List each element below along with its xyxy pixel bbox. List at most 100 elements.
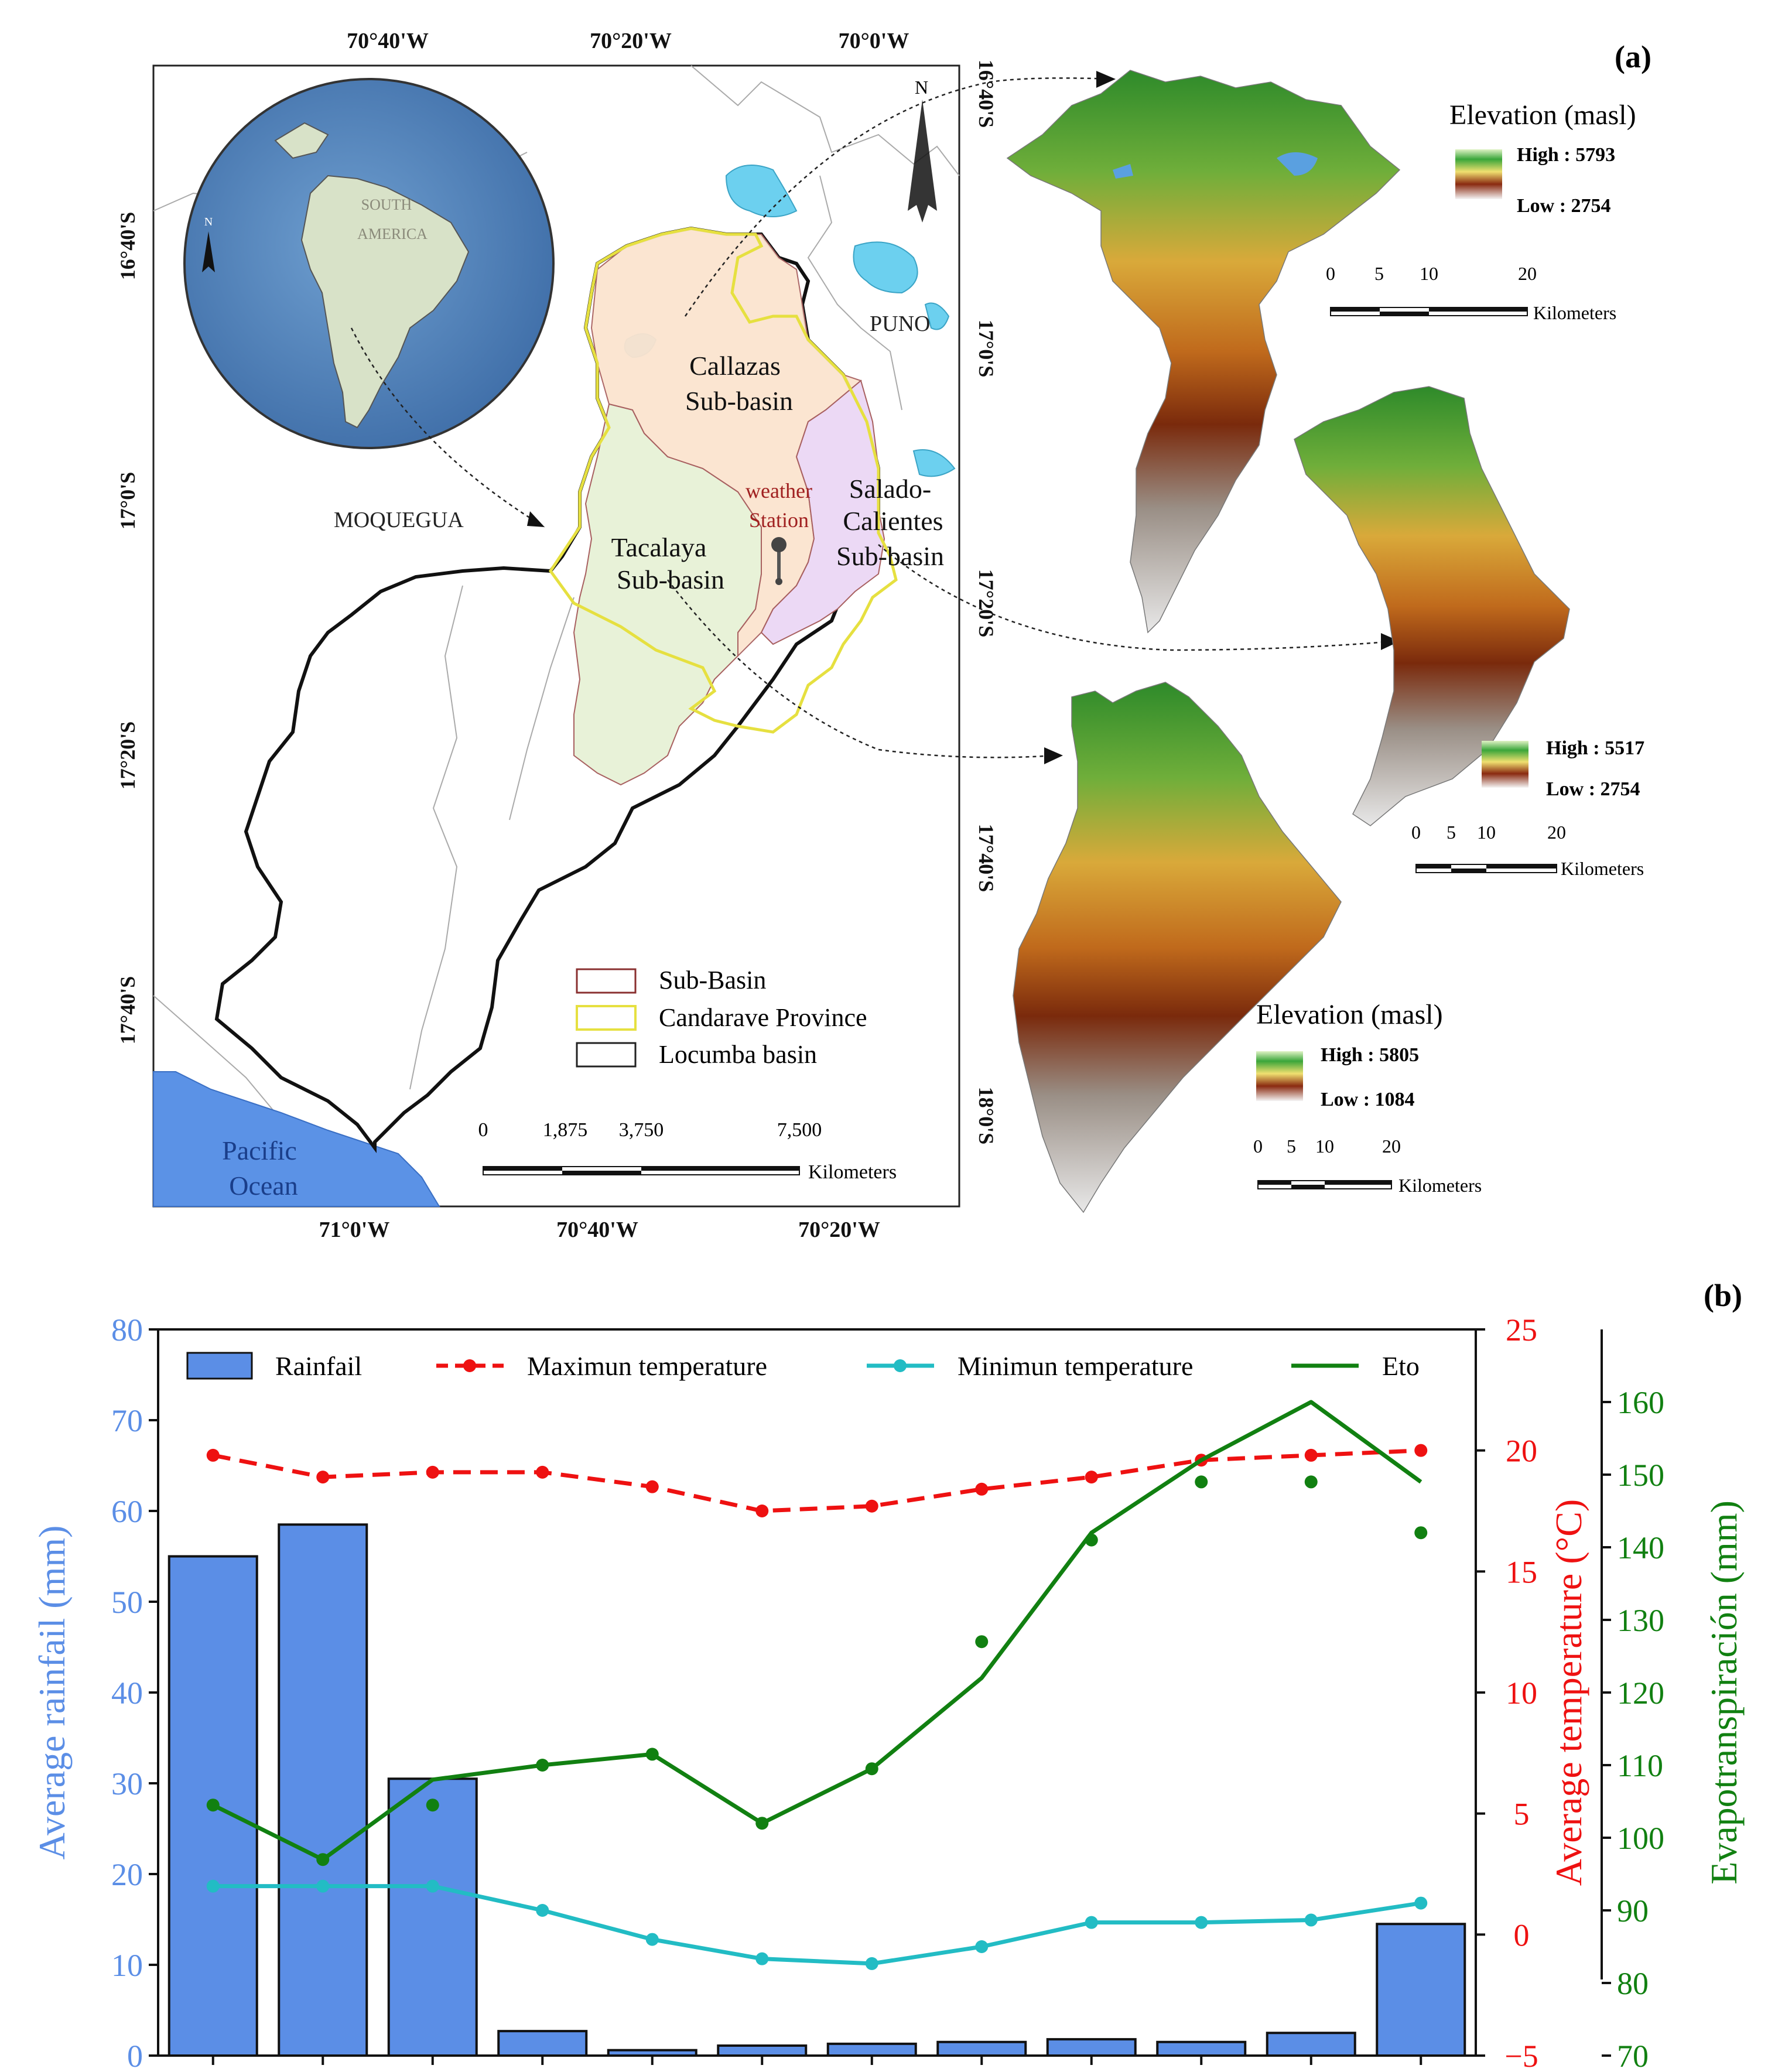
eto-ticks: 70 80 90 100 110 120 130 140 150 160 — [1602, 1385, 1664, 2072]
map-scale-unit: Kilometers — [808, 1161, 897, 1183]
moquegua-label: MOQUEGUA — [334, 508, 464, 532]
south-america-shape — [300, 175, 470, 429]
dem-callazas-high: High : 5793 — [1517, 144, 1615, 166]
svg-text:Kilometers: Kilometers — [1561, 858, 1644, 879]
eto-point-May — [645, 1748, 659, 1761]
temp-tick-0: 0 — [1514, 1917, 1530, 1953]
dem-salado-legend: High : 5517 Low : 2754 0 5 10 20 Kilomet… — [1411, 737, 1644, 879]
dem-salado-colorbar — [1482, 741, 1528, 788]
rain-bar-May — [607, 2049, 697, 2057]
rain-bar-Aug — [936, 2040, 1027, 2057]
tmin-point-Apr — [536, 1904, 549, 1917]
tmin-point-Jan — [206, 1879, 220, 1893]
legend-eto: Eto — [1382, 1351, 1420, 1381]
puno-label: PUNO — [870, 312, 930, 336]
svg-text:17°20'S: 17°20'S — [974, 569, 998, 637]
salado-subbasin — [760, 379, 885, 645]
temp-tick-25: 25 — [1506, 1312, 1537, 1348]
left-lat-ticks: 16°40'S 17°0'S 17°20'S 17°40'S — [116, 212, 139, 1044]
candarave-province — [548, 227, 898, 734]
salado-label-1: Salado- — [849, 474, 932, 504]
eto-tick-140: 140 — [1617, 1530, 1664, 1565]
left-tick-50: 50 — [111, 1585, 143, 1620]
eto-point-Sep — [1085, 1533, 1098, 1547]
tmax-point-Feb — [316, 1471, 330, 1484]
subbasin-labels: Callazas Sub-basin Tacalaya Sub-basin Sa… — [611, 351, 944, 594]
tmax-point-Apr — [536, 1465, 549, 1479]
callazas-label-1: Callazas — [689, 351, 781, 381]
left-tick-60: 60 — [111, 1494, 143, 1529]
temperature-axis-title: Average temperature (°C) — [1548, 1499, 1589, 1886]
legend-swatch-province — [576, 1005, 637, 1031]
left-tick-10: 10 — [111, 1948, 143, 1983]
svg-text:10: 10 — [1315, 1136, 1334, 1157]
leader-arrows — [350, 77, 1394, 758]
pacific-ocean — [153, 1071, 440, 1207]
tmax-line — [213, 1448, 1421, 1513]
rain-bar-Feb — [278, 1523, 368, 2057]
svg-text:10: 10 — [1420, 263, 1438, 284]
temp-tick-20: 20 — [1506, 1434, 1537, 1469]
temp-tick-15: 15 — [1506, 1554, 1537, 1589]
eto-point-Apr — [536, 1759, 549, 1772]
arrow-heads — [527, 71, 1400, 764]
svg-text:0: 0 — [1253, 1136, 1263, 1157]
svg-text:16°40'S: 16°40'S — [974, 60, 998, 128]
eto-tick-100: 100 — [1617, 1821, 1664, 1856]
left-tick-0: 0 — [127, 2039, 143, 2072]
tmax-point-Sep — [1085, 1471, 1098, 1484]
eto-tick-80: 80 — [1617, 1966, 1649, 2001]
eto-tick-120: 120 — [1617, 1676, 1664, 1711]
tmax-point-Nov — [1304, 1448, 1318, 1462]
rain-bar-Sep — [1046, 2038, 1137, 2057]
eto-point-Oct — [1195, 1475, 1208, 1489]
left-ticks: 0 10 20 30 40 50 60 70 80 — [111, 1312, 158, 2072]
legend-rain: Rainfail — [275, 1351, 362, 1381]
legend-basin: Locumba basin — [659, 1040, 817, 1069]
eto-point-Nov — [1304, 1475, 1318, 1489]
left-tick-40: 40 — [111, 1676, 143, 1711]
globe-north-arrow-icon — [202, 231, 215, 272]
svg-text:3,750: 3,750 — [619, 1119, 664, 1141]
svg-text:17°20'S: 17°20'S — [116, 722, 139, 789]
eto-point-Dec — [1414, 1526, 1428, 1540]
eto-tick-90: 90 — [1617, 1893, 1649, 1929]
rain-bar-Oct — [1156, 2040, 1247, 2057]
legend-swatch-subbasin — [576, 968, 637, 994]
left-tick-20: 20 — [111, 1857, 143, 1892]
tmin-point-Feb — [316, 1879, 330, 1893]
weather-station-icon — [771, 537, 787, 585]
globe-text-2: AMERICA — [357, 225, 428, 242]
svg-text:70°40'W: 70°40'W — [556, 1218, 638, 1242]
svg-text:70°20'W: 70°20'W — [590, 29, 672, 53]
svg-text:20: 20 — [1382, 1136, 1401, 1157]
tmin-point-Sep — [1085, 1916, 1098, 1929]
left-tick-30: 30 — [111, 1766, 143, 1801]
eto-point-Aug — [975, 1635, 989, 1649]
svg-text:16°40'S: 16°40'S — [116, 212, 139, 280]
svg-text:Kilometers: Kilometers — [1533, 302, 1616, 323]
dem-tacalaya-title: Elevation (masl) — [1256, 999, 1443, 1030]
dem-tacalaya-high: High : 5805 — [1321, 1044, 1419, 1066]
rain-bar-Dec — [1376, 1923, 1466, 2057]
temp-tick-5: 5 — [1514, 1797, 1530, 1832]
dem-tacalaya-low: Low : 1084 — [1321, 1089, 1415, 1110]
svg-text:7,500: 7,500 — [777, 1119, 822, 1141]
svg-text:17°0'S: 17°0'S — [116, 472, 139, 529]
ocean-label: Pacific Ocean — [222, 1136, 298, 1201]
left-tick-70: 70 — [111, 1403, 143, 1438]
rainfall-bars — [167, 1523, 1466, 2057]
dem-salado-low: Low : 2754 — [1546, 778, 1640, 800]
station-label-2: Station — [749, 508, 809, 532]
dem-callazas-legend: Elevation (masl) High : 5793 Low : 2754 … — [1326, 100, 1636, 323]
svg-text:17°40'S: 17°40'S — [116, 976, 139, 1044]
svg-text:70°40'W: 70°40'W — [347, 29, 429, 53]
left-tick-80: 80 — [111, 1312, 143, 1348]
tmin-point-Aug — [975, 1940, 989, 1953]
dem-tacalaya — [1013, 682, 1342, 1213]
svg-text:5: 5 — [1447, 822, 1456, 843]
svg-text:18°0'S: 18°0'S — [974, 1087, 998, 1144]
globe-text-1: SOUTH — [361, 196, 412, 213]
eto-point-Jan — [206, 1799, 220, 1812]
tmax-point-Jan — [206, 1448, 220, 1462]
